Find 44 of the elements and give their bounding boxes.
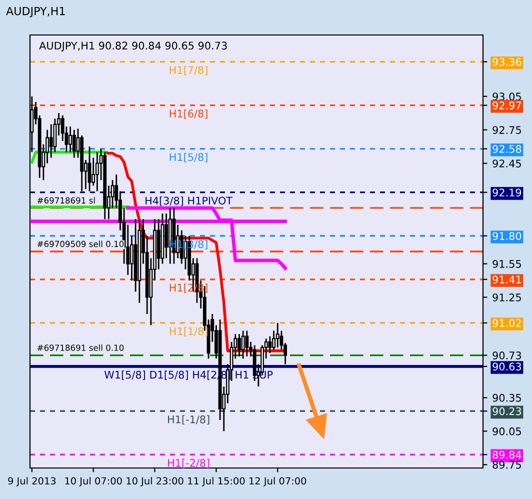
ref-line-label: H4[3/8] H1PIVOT bbox=[146, 196, 233, 206]
ref-line-label: #69709509 sell 0.10 bbox=[37, 240, 124, 248]
x-tick-label: 12 Jul 07:00 bbox=[250, 477, 306, 486]
candlestick bbox=[72, 129, 76, 158]
ref-line-label: H1[-1/8] bbox=[168, 415, 210, 425]
y-tick-label: 92.75 bbox=[492, 126, 521, 134]
y-tick-label: 91.41 bbox=[492, 276, 521, 284]
y-tick-label: 91.25 bbox=[492, 293, 521, 302]
ref-line-label: H1[6/8] bbox=[170, 109, 208, 119]
candlestick bbox=[95, 151, 99, 192]
candlestick bbox=[164, 212, 168, 259]
y-tick-label: 90.73 bbox=[492, 352, 522, 360]
y-tick-label: 91.80 bbox=[492, 232, 522, 240]
candlestick bbox=[68, 126, 72, 153]
ref-line-label: #69718691 sl bbox=[37, 197, 95, 204]
x-tick-label: 10 Jul 07:00 bbox=[65, 477, 122, 486]
y-tick-label: 92.45 bbox=[492, 160, 521, 168]
candlestick bbox=[276, 322, 280, 348]
y-tick-label: 92.19 bbox=[492, 188, 522, 196]
text: AUDJPY,H1 90.82 90.84 90.65 90.73 bbox=[39, 42, 227, 52]
chart-title: AUDJPY,H1 bbox=[6, 6, 65, 18]
candlestick bbox=[245, 330, 249, 358]
ref-line-label: H1[7/8] bbox=[170, 66, 208, 76]
candlestick bbox=[49, 124, 53, 158]
y-tick-label: 89.84 bbox=[492, 450, 522, 459]
y-tick-label: 91.55 bbox=[492, 260, 521, 268]
ref-line-label: H1[-2/8] bbox=[168, 458, 210, 468]
ref-line-label: H1[5/8] bbox=[170, 152, 208, 162]
y-tick-label: 90.35 bbox=[492, 394, 521, 402]
y-tick-label: 91.02 bbox=[492, 319, 521, 328]
y-tick-label: 90.23 bbox=[492, 407, 522, 416]
candlestick bbox=[268, 336, 272, 354]
y-tick-label: 92.97 bbox=[492, 102, 521, 110]
y-tick-label: 90.63 bbox=[492, 362, 522, 371]
x-tick-label: 10 Jul 23:00 bbox=[126, 477, 184, 486]
y-tick-label: 93.36 bbox=[492, 58, 522, 66]
x-tick-label: 9 Jul 2013 bbox=[8, 477, 56, 486]
x-tick-label: 11 Jul 15:00 bbox=[188, 477, 245, 486]
candlestick bbox=[238, 333, 241, 358]
y-tick-label: 92.58 bbox=[492, 145, 522, 153]
y-tick-label: 89.75 bbox=[492, 460, 521, 469]
ref-line-label: #69718691 sell 0.10 bbox=[37, 344, 124, 351]
y-tick-label: 90.05 bbox=[492, 427, 521, 436]
candlestick bbox=[241, 330, 245, 360]
